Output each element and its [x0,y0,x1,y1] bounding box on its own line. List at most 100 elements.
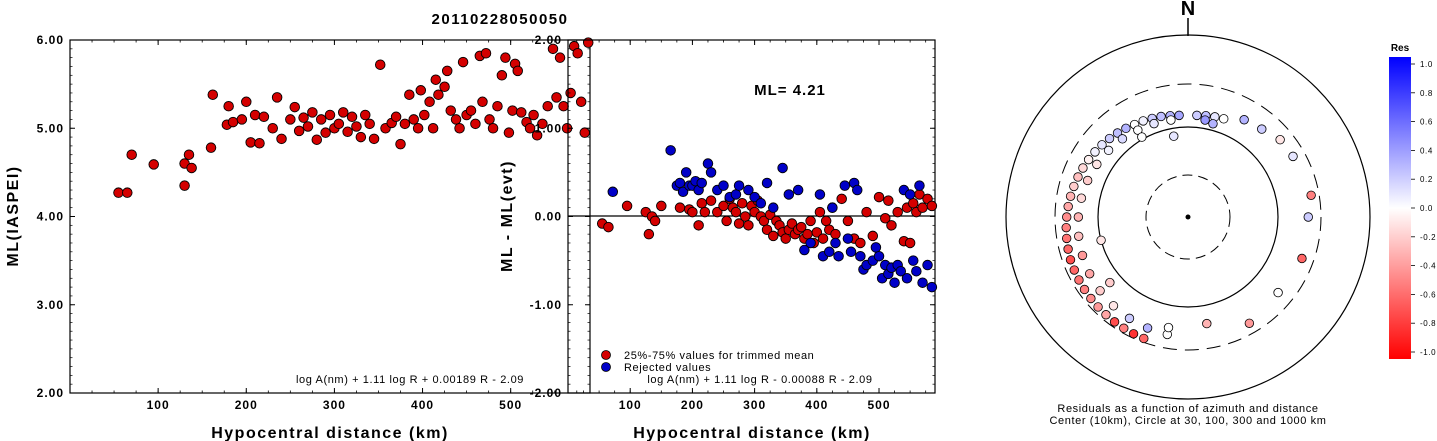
plot1-point-series0 [477,96,488,108]
plot2-ylabel: ML - ML(evt) [499,160,516,272]
plot1-ytick-label: 2.00 [37,386,64,400]
plot1-point-series0 [223,100,234,112]
polar-station-point [1137,132,1147,142]
center-point [1185,214,1191,220]
polar-station-point [1297,253,1307,264]
plot1-point-series0 [207,89,219,100]
plot1-point-series0 [412,122,424,134]
polar-station-point [1219,114,1229,124]
polar-station-point [1169,131,1179,141]
panel-ml-vs-distance: 100 200 300 400 500 2.00 3.00 4.00 5.00 6.00 Hypo… [5,33,594,441]
north-label: N [1181,0,1195,20]
plot2-point-series1 [799,244,810,256]
polar-station-point [1078,163,1088,173]
colorbar-tick-label: 1.0 [1420,60,1433,69]
polar-station-point [1109,317,1120,327]
polar-station-point [1061,233,1072,244]
polar-station-point [1166,115,1176,125]
plot1-point-series0 [524,122,536,134]
plot1-point-series0 [454,122,465,134]
plot1-point-series0 [126,149,137,160]
plot1-ytick-label: 4.00 [37,210,64,224]
plot1-point-series0 [465,105,477,116]
polar-station-point [1138,116,1148,126]
plot1-point-series0 [258,111,270,123]
plot2-point-series1 [830,237,841,249]
legend-marker-trimmed [601,350,611,360]
plot2-point-series1 [827,202,838,213]
colorbar: Res 1.0 0.8 0.6 0.4 0.2 0.0 -0.2 -0.4 -0.6 -0.8 -1… [1389,43,1436,359]
polar-station-point [1097,140,1107,150]
colorbar-tick-label: -0.8 [1420,319,1436,328]
plot1-point-series0 [404,89,415,100]
plot2-point-series1 [922,259,933,271]
polar-station-point [1288,151,1298,162]
plot2-point-series0 [674,202,686,213]
polar-station-point [1149,118,1159,129]
colorbar-tick-label: 0.2 [1420,175,1433,184]
plot1-point-series0 [419,109,430,121]
polar-station-point [1104,133,1115,144]
legend-label-rejected: Rejected values [624,362,711,374]
colorbar-tick-label: -0.6 [1420,290,1436,299]
plot1-point-series0 [289,101,300,113]
plot2-ytick-label: 2.00 [535,33,562,47]
plot2-point-series1 [749,191,760,203]
plot2-point-series0 [736,198,748,209]
plot1-xtick-label: 400 [411,398,434,412]
plot1-point-series0 [484,114,495,125]
plot2-point-series0 [643,228,655,240]
plot2-point-series0 [917,202,928,213]
plot2-point-series0 [761,224,773,235]
outer-circle [1005,34,1371,400]
plot1-point-series0 [516,107,527,118]
plot1-point-series0 [433,89,444,100]
plot1-point-series0 [542,100,553,112]
plot1-point-series0 [445,105,456,116]
caption-line-1: Residuals as a function of azimuth and d… [1057,403,1318,415]
plot1-formula: log A(nm) + 1.11 log R + 0.00189 R - 2.0… [296,374,524,386]
plot1-point-series0 [427,122,439,134]
plot1-point-series0 [572,47,583,59]
legend-label-trimmed: 25%-75% values for trimmed mean [624,350,814,362]
plot1-point-series0 [333,118,345,130]
polar-station-point [1065,255,1076,265]
plot1-point-series0 [271,92,283,103]
plot2-point-series1 [907,255,919,266]
polar-station-point [1103,145,1114,156]
plot1-point-series0 [500,52,511,63]
plot1-ytick-label: 3.00 [37,298,64,312]
polar-station-point [1101,310,1111,320]
plot2-point-series0 [842,215,854,227]
polar-station-point [1163,322,1174,333]
plot1-point-series0 [450,114,462,125]
plot2-point-series0 [768,230,779,242]
plot2-point-series1 [805,237,816,249]
plot1-point-series0 [507,105,518,116]
plot1-point-series0 [441,65,453,77]
plot2-point-series1 [792,184,804,196]
polar-station-point [1202,318,1212,329]
plot2-point-series1 [768,202,779,213]
plot1-point-series0 [487,122,499,134]
plot2-point-series1 [783,189,795,200]
plot1-point-series0 [457,56,469,68]
colorbar-tick-label: 0.6 [1420,118,1433,127]
plot1-point-series0 [179,180,190,191]
colorbar-tick-label: -0.4 [1420,262,1436,271]
plot1-point-series0 [227,116,239,128]
plot1-point-series0 [582,37,594,48]
polar-station-point [1128,329,1139,339]
plot2-point-series0 [892,206,903,218]
ring-100km [1145,174,1231,260]
plot1-point-series0 [554,52,566,63]
plot1-point-series0 [496,70,508,81]
polar-station-point [1073,231,1084,241]
plot1-xtick-label: 100 [147,398,170,412]
plot2-point-series1 [901,273,913,284]
polar-station-point [1119,323,1129,333]
caption-line-2: Center (10km), Circle at 30, 100, 300 an… [1049,415,1326,427]
plot2-point-series0 [730,206,742,218]
plot2-point-series1 [777,162,788,174]
ring-300km [1097,126,1279,308]
